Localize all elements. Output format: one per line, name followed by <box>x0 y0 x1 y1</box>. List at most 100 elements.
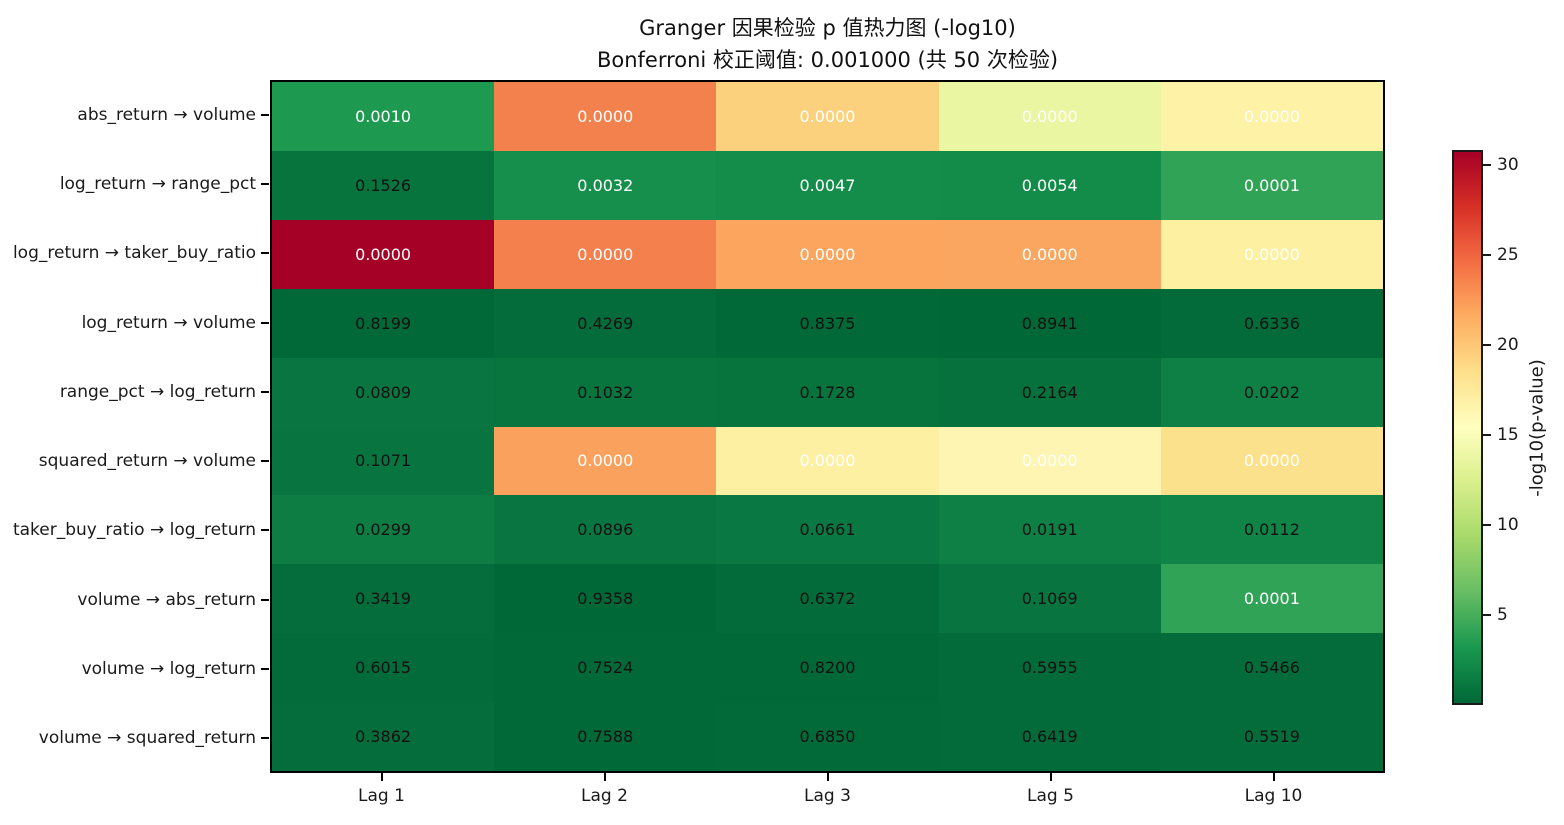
y-tick <box>261 113 269 116</box>
heatmap-cell: 0.6850 <box>716 702 939 771</box>
colorbar-tick <box>1483 343 1491 346</box>
heatmap-cell: 0.3862 <box>272 702 495 771</box>
colorbar-tick <box>1483 163 1491 166</box>
y-tick <box>261 182 269 185</box>
x-tick-label: Lag 10 <box>1244 786 1303 806</box>
heatmap-cell: 0.8200 <box>716 633 939 703</box>
heatmap-cell: 0.5519 <box>1160 702 1383 771</box>
heatmap-cell: 0.8941 <box>938 288 1161 358</box>
heatmap-cell: 0.0032 <box>494 150 717 220</box>
row-label: abs_return → volume <box>77 104 256 125</box>
colorbar-tick <box>1483 433 1491 436</box>
heatmap-cell: 0.1728 <box>716 357 939 427</box>
chart-title: Granger 因果检验 p 值热力图 (-log10) <box>639 16 1016 40</box>
colorbar-tick-label: 30 <box>1497 154 1519 175</box>
x-tick <box>826 773 829 781</box>
row-label: volume → log_return <box>81 659 256 680</box>
heatmap-cell: 0.6015 <box>272 633 495 703</box>
heatmap-cell: 0.3419 <box>272 564 495 634</box>
x-tick <box>1049 773 1052 781</box>
heatmap-cell: 0.5466 <box>1160 633 1383 703</box>
y-tick <box>261 390 269 393</box>
chart-title-block: Granger 因果检验 p 值热力图 (-log10) Bonferroni … <box>270 12 1385 76</box>
heatmap-cell: 0.0000 <box>716 219 939 289</box>
colorbar-gradient <box>1454 152 1481 703</box>
heatmap-cell: 0.0000 <box>938 426 1161 496</box>
row-label: taker_buy_ratio → log_return <box>12 520 256 541</box>
heatmap-cell: 0.0000 <box>1160 219 1383 289</box>
heatmap-cell: 0.0112 <box>1160 495 1383 565</box>
heatmap-cell: 0.8375 <box>716 288 939 358</box>
heatmap-cell: 0.0010 <box>272 82 495 151</box>
x-tick-label: Lag 1 <box>358 786 405 806</box>
row-label: volume → abs_return <box>77 589 256 610</box>
x-tick <box>603 773 606 781</box>
heatmap-cell: 0.0054 <box>938 150 1161 220</box>
y-tick <box>261 598 269 601</box>
heatmap-cell: 0.0809 <box>272 357 495 427</box>
heatmap-cell: 0.4269 <box>494 288 717 358</box>
row-label: range_pct → log_return <box>59 381 256 402</box>
colorbar-tick-label: 25 <box>1497 244 1519 265</box>
colorbar-tick <box>1483 253 1491 256</box>
x-tick-label: Lag 5 <box>1027 786 1074 806</box>
heatmap-cell: 0.5955 <box>938 633 1161 703</box>
heatmap-cell: 0.6372 <box>716 564 939 634</box>
heatmap-cell: 0.6336 <box>1160 288 1383 358</box>
heatmap-cell: 0.9358 <box>494 564 717 634</box>
colorbar-tick <box>1483 523 1491 526</box>
heatmap-cell: 0.8199 <box>272 288 495 358</box>
heatmap-cell: 0.0000 <box>272 219 495 289</box>
heatmap-cell: 0.0000 <box>494 82 717 151</box>
heatmap-cell: 0.0896 <box>494 495 717 565</box>
colorbar-tick-label: 5 <box>1497 604 1508 625</box>
y-tick <box>261 252 269 255</box>
y-tick <box>261 529 269 532</box>
row-label: squared_return → volume <box>38 451 256 472</box>
heatmap-cell: 0.0000 <box>494 219 717 289</box>
heatmap-cell: 0.0191 <box>938 495 1161 565</box>
y-tick <box>261 737 269 740</box>
x-tick <box>1272 773 1275 781</box>
colorbar <box>1452 150 1483 705</box>
heatmap-cell: 0.0000 <box>1160 426 1383 496</box>
y-tick <box>261 668 269 671</box>
heatmap-cell: 0.0000 <box>938 82 1161 151</box>
x-tick-label: Lag 2 <box>581 786 628 806</box>
row-label: log_return → volume <box>81 312 256 333</box>
x-tick <box>380 773 383 781</box>
row-label: volume → squared_return <box>38 728 256 749</box>
heatmap-cell: 0.1032 <box>494 357 717 427</box>
heatmap-cell: 0.7588 <box>494 702 717 771</box>
heatmap-cell: 0.0000 <box>1160 82 1383 151</box>
heatmap-cell: 0.1069 <box>938 564 1161 634</box>
heatmap-cell: 0.0000 <box>494 426 717 496</box>
heatmap-cell: 0.0000 <box>938 219 1161 289</box>
colorbar-tick-label: 20 <box>1497 334 1519 355</box>
colorbar-tick <box>1483 613 1491 616</box>
heatmap-cell: 0.0202 <box>1160 357 1383 427</box>
heatmap-cell: 0.0001 <box>1160 564 1383 634</box>
heatmap-cell: 0.7524 <box>494 633 717 703</box>
heatmap-cell: 0.0047 <box>716 150 939 220</box>
heatmap-cell: 0.1071 <box>272 426 495 496</box>
heatmap-cell: 0.0661 <box>716 495 939 565</box>
chart-subtitle: Bonferroni 校正阈值: 0.001000 (共 50 次检验) <box>596 48 1059 72</box>
heatmap-cell: 0.0000 <box>716 82 939 151</box>
colorbar-tick-label: 10 <box>1497 514 1519 535</box>
heatmap-cell: 0.0000 <box>716 426 939 496</box>
heatmap-grid: 0.0010 0.0000 0.0000 0.0000 0.0000 0.1526 0.00… <box>270 80 1385 773</box>
heatmap-cell: 0.1526 <box>272 150 495 220</box>
heatmap-cell: 0.6419 <box>938 702 1161 771</box>
heatmap-cell: 0.2164 <box>938 357 1161 427</box>
y-tick <box>261 321 269 324</box>
x-tick-label: Lag 3 <box>804 786 851 806</box>
row-label: log_return → range_pct <box>59 173 256 194</box>
colorbar-tick-label: 15 <box>1497 424 1519 445</box>
heatmap-cell: 0.0299 <box>272 495 495 565</box>
y-tick <box>261 460 269 463</box>
y-axis-labels: abs_return → volume log_return → range_pc… <box>0 80 256 773</box>
colorbar-axis-label: -log10(p-value) <box>1526 359 1548 497</box>
heatmap-cell: 0.0001 <box>1160 150 1383 220</box>
